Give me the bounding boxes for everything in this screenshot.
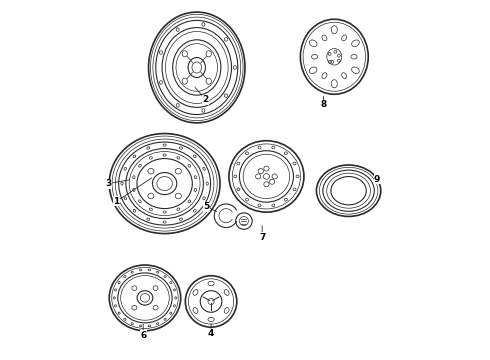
Text: 9: 9: [374, 175, 380, 184]
Text: 2: 2: [202, 95, 209, 104]
Text: 5: 5: [204, 202, 210, 211]
Text: 6: 6: [140, 331, 147, 340]
Text: 4: 4: [208, 329, 214, 338]
Text: 3: 3: [105, 179, 112, 188]
Text: 1: 1: [113, 197, 120, 206]
Text: 8: 8: [320, 100, 327, 109]
Text: 7: 7: [259, 233, 265, 242]
